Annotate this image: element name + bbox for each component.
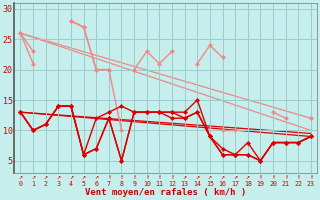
X-axis label: Vent moyen/en rafales ( km/h ): Vent moyen/en rafales ( km/h ) <box>85 188 246 197</box>
